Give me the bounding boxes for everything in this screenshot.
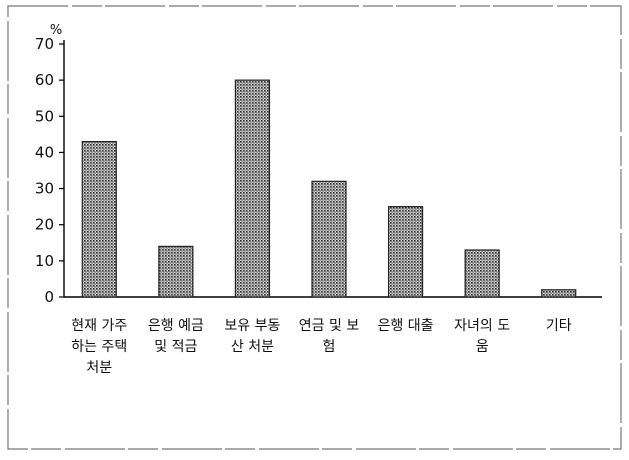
y-tick-label: 30 [35,180,54,198]
y-tick-label: 10 [35,252,54,270]
y-tick-label: 50 [35,107,54,125]
x-category-label: 은행 대출 [378,318,434,334]
bar [464,249,500,298]
bar [158,245,194,298]
bar [387,206,424,298]
y-tick-label: 0 [44,288,54,306]
x-category-label: 기타 [546,318,572,334]
bar [541,289,577,298]
y-tick-label: 60 [35,71,54,89]
x-category-label: 현재 가주 하는 주택 처분 [71,318,127,376]
y-unit-label: % [50,23,62,38]
x-category-label: 은행 예금 및 적금 [148,318,204,355]
bar [81,140,117,298]
bar [234,79,271,298]
chart-frame [7,5,622,450]
x-category-label: 보유 부동 산 처분 [224,318,280,355]
bar [311,180,347,298]
y-tick-label: 20 [35,216,54,234]
y-tick-label: 70 [35,35,54,53]
y-tick-label: 40 [35,143,54,161]
